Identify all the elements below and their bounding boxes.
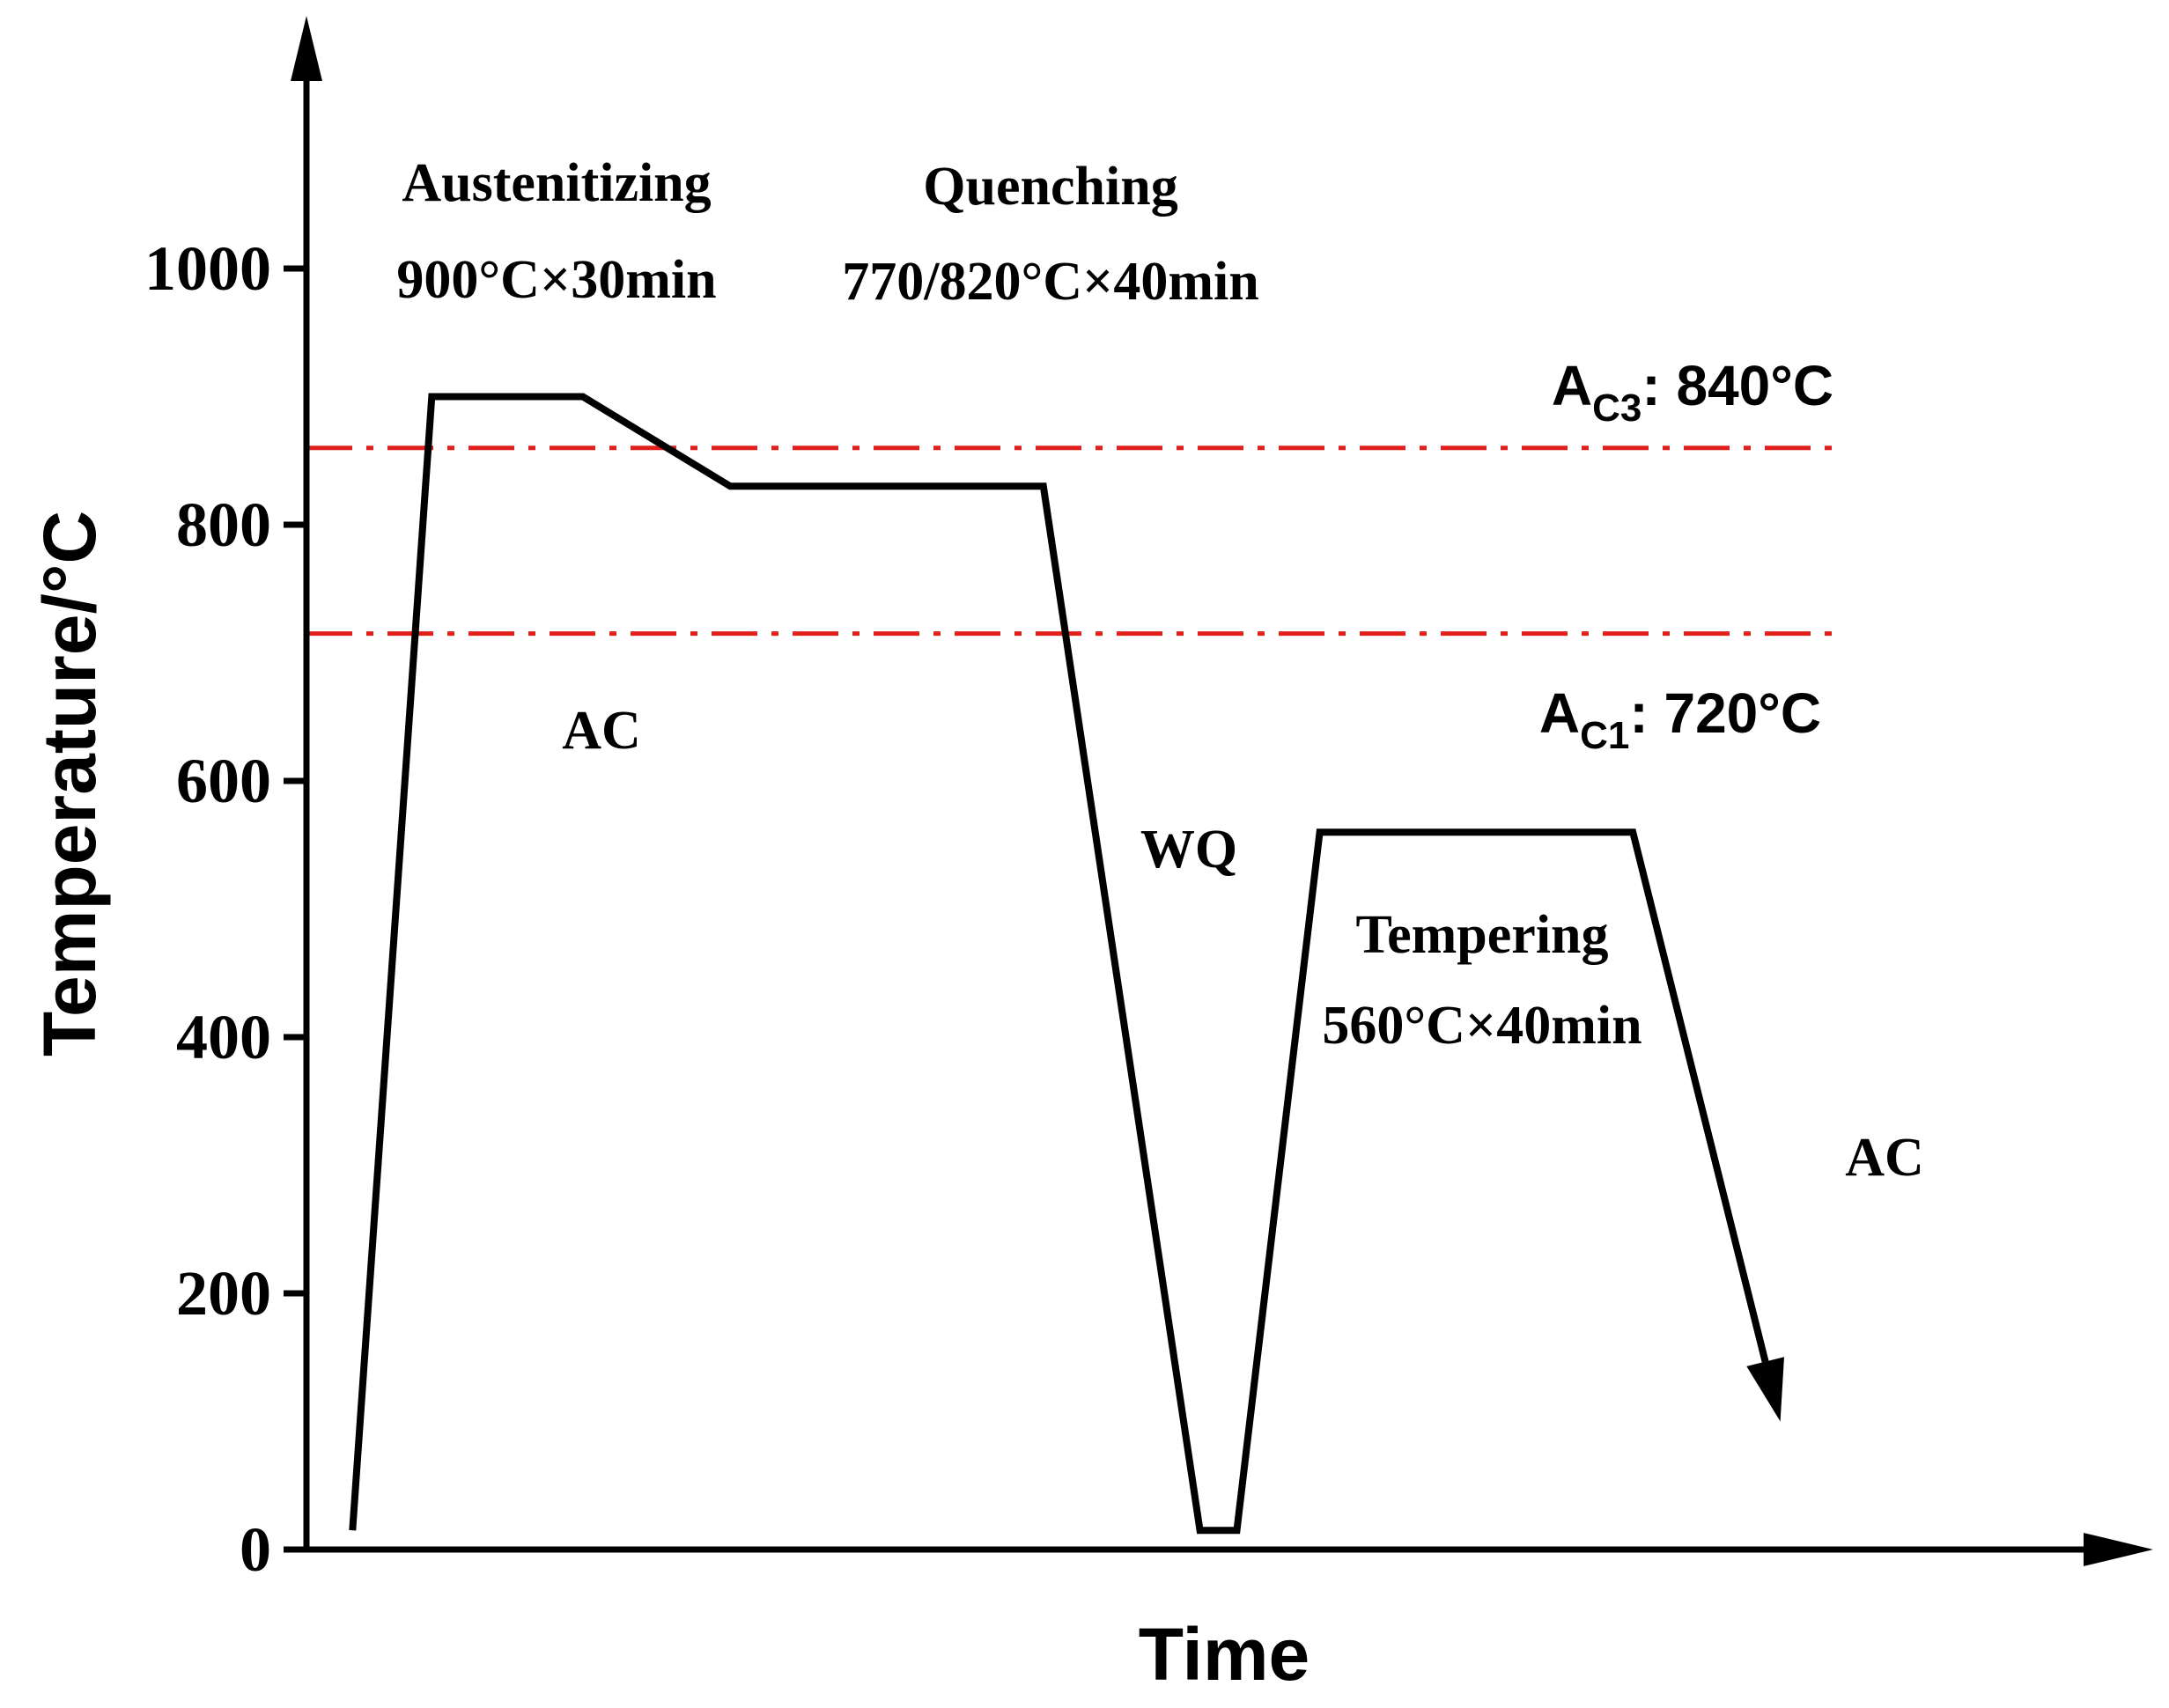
ac1-label-value: : 720°C xyxy=(1629,681,1821,745)
annotation-austenitizing-detail: 900°C×30min xyxy=(396,250,716,310)
ac1-label: AC1: 720°C xyxy=(1539,681,1821,757)
y-tick-label: 200 xyxy=(176,1258,271,1329)
x-axis-arrow-icon xyxy=(2084,1533,2153,1566)
annotation-tempering-title: Tempering xyxy=(1355,905,1608,965)
annotation-quenching-title: Quenching xyxy=(923,157,1177,217)
annotation-austenitizing-title: Austenitizing xyxy=(402,153,711,213)
axes xyxy=(291,16,2153,1566)
ac3-label: AC3: 840°C xyxy=(1552,354,1833,430)
y-axis-title: Temperature/°C xyxy=(28,511,111,1056)
annotation-quenching-detail: 770/820°C×40min xyxy=(842,252,1258,312)
temperature-path-line xyxy=(349,393,1769,1535)
critical-temperature-lines xyxy=(306,445,1841,637)
y-tick-label: 400 xyxy=(176,1002,271,1072)
y-ticks: 0 200 400 600 800 1000 xyxy=(144,233,306,1585)
y-tick-label: 1000 xyxy=(144,233,271,304)
ac3-label-value: : 840°C xyxy=(1642,354,1833,417)
path-end-arrow-icon xyxy=(1746,1357,1784,1422)
ac1-label-symbol: A xyxy=(1539,681,1580,745)
annotation-ac-2: AC xyxy=(1845,1128,1924,1188)
annotation-wq: WQ xyxy=(1140,820,1237,880)
y-axis-arrow-icon xyxy=(291,16,322,81)
y-tick-label: 800 xyxy=(176,490,271,560)
ac3-label-symbol: A xyxy=(1552,354,1592,417)
annotation-ac-1: AC xyxy=(562,701,641,761)
series xyxy=(349,393,1784,1535)
annotation-tempering-detail: 560°C×40min xyxy=(1322,996,1642,1056)
ac1-label-subscript: C1 xyxy=(1580,714,1629,757)
y-tick-label: 600 xyxy=(176,746,271,816)
y-tick-label: 0 xyxy=(240,1514,271,1585)
x-axis-title: Time xyxy=(1139,1613,1310,1696)
ac3-label-subscript: C3 xyxy=(1592,387,1642,430)
